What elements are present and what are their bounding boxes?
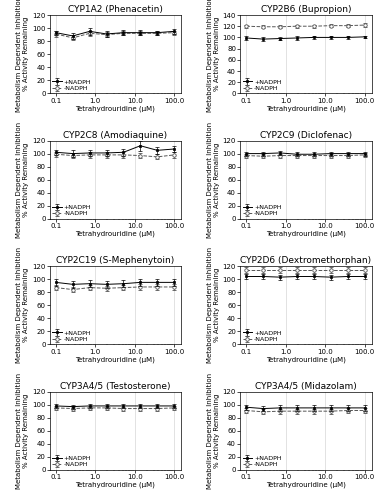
Legend: +NADPH, -NADPH: +NADPH, -NADPH (52, 455, 92, 468)
Title: CYP2C19 (S-Mephenytoin): CYP2C19 (S-Mephenytoin) (56, 256, 175, 266)
Legend: +NADPH, -NADPH: +NADPH, -NADPH (242, 330, 282, 342)
Title: CYP3A4/5 (Midazolam): CYP3A4/5 (Midazolam) (255, 382, 357, 391)
X-axis label: Tetrahydrouridine (μM): Tetrahydrouridine (μM) (266, 356, 346, 362)
Legend: +NADPH, -NADPH: +NADPH, -NADPH (52, 78, 92, 92)
Y-axis label: Metabolism Dependent Inhibition
% Activity Remaining: Metabolism Dependent Inhibition % Activi… (16, 0, 29, 112)
X-axis label: Tetrahydrouridine (μM): Tetrahydrouridine (μM) (75, 482, 155, 488)
X-axis label: Tetrahydrouridine (μM): Tetrahydrouridine (μM) (266, 230, 346, 237)
Legend: +NADPH, -NADPH: +NADPH, -NADPH (52, 204, 92, 217)
Y-axis label: Metabolism Dependent Inhibition
% Activity Remaining: Metabolism Dependent Inhibition % Activi… (207, 0, 220, 112)
Y-axis label: Metabolism Dependent Inhibition
% Activity Remaining: Metabolism Dependent Inhibition % Activi… (207, 372, 220, 489)
Y-axis label: Metabolism Dependent Inhibition
% Activity Remaining: Metabolism Dependent Inhibition % Activi… (16, 372, 29, 489)
Title: CYP2D6 (Dextromethorphan): CYP2D6 (Dextromethorphan) (240, 256, 372, 266)
Y-axis label: Metabolism Dependent Inhibition
% Activity Remaining: Metabolism Dependent Inhibition % Activi… (16, 122, 29, 238)
Title: CYP2B6 (Bupropion): CYP2B6 (Bupropion) (260, 5, 351, 14)
Title: CYP1A2 (Phenacetin): CYP1A2 (Phenacetin) (68, 5, 163, 14)
Y-axis label: Metabolism Dependent Inhibition
% Activity Remaining: Metabolism Dependent Inhibition % Activi… (16, 247, 29, 364)
X-axis label: Tetrahydrouridine (μM): Tetrahydrouridine (μM) (75, 230, 155, 237)
X-axis label: Tetrahydrouridine (μM): Tetrahydrouridine (μM) (75, 356, 155, 362)
Legend: +NADPH, -NADPH: +NADPH, -NADPH (242, 78, 282, 92)
X-axis label: Tetrahydrouridine (μM): Tetrahydrouridine (μM) (75, 105, 155, 112)
Y-axis label: Metabolism Dependent Inhibition
% Activity Remaining: Metabolism Dependent Inhibition % Activi… (207, 247, 220, 364)
Legend: +NADPH, -NADPH: +NADPH, -NADPH (242, 455, 282, 468)
Title: CYP2C8 (Amodiaquine): CYP2C8 (Amodiaquine) (63, 130, 167, 140)
Title: CYP2C9 (Diclofenac): CYP2C9 (Diclofenac) (260, 130, 352, 140)
Legend: +NADPH, -NADPH: +NADPH, -NADPH (52, 330, 92, 342)
X-axis label: Tetrahydrouridine (μM): Tetrahydrouridine (μM) (266, 482, 346, 488)
X-axis label: Tetrahydrouridine (μM): Tetrahydrouridine (μM) (266, 105, 346, 112)
Legend: +NADPH, -NADPH: +NADPH, -NADPH (242, 204, 282, 217)
Y-axis label: Metabolism Dependent Inhibition
% Activity Remaining: Metabolism Dependent Inhibition % Activi… (207, 122, 220, 238)
Title: CYP3A4/5 (Testosterone): CYP3A4/5 (Testosterone) (60, 382, 171, 391)
